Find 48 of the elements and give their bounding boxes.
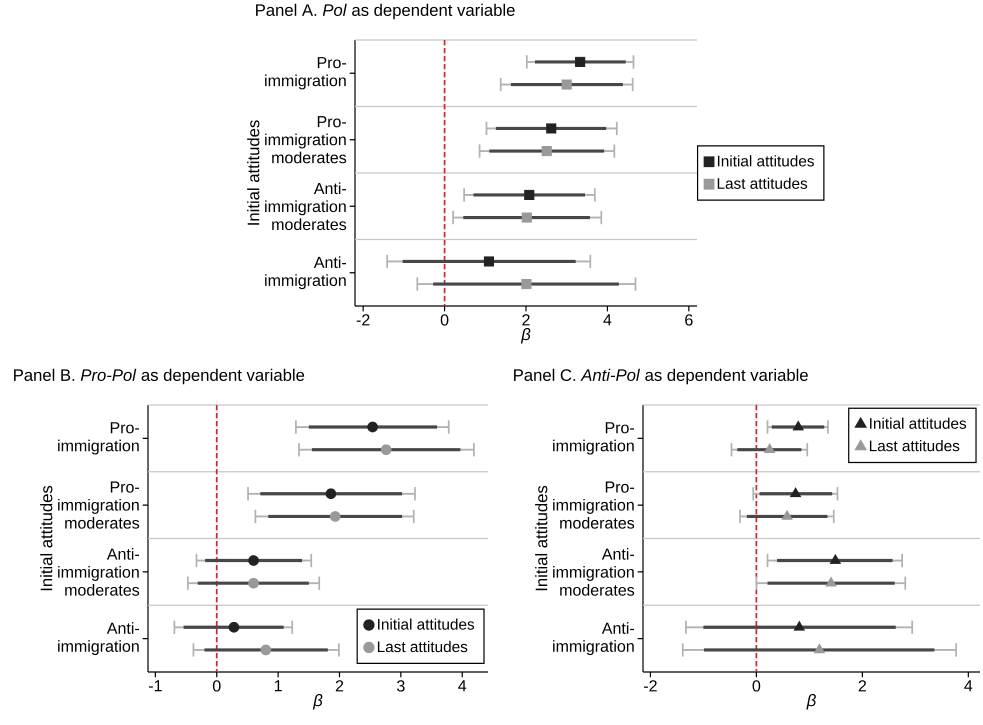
- bar: [768, 582, 895, 585]
- legend-label: Initial attitudes: [378, 618, 474, 630]
- x-tick-label: -2: [644, 680, 657, 692]
- bar: [704, 648, 934, 652]
- bar: [260, 492, 402, 496]
- x-tick-label: 0: [440, 314, 448, 326]
- x-tick-label: -1: [148, 680, 162, 692]
- x-tick-label: 2: [858, 680, 866, 692]
- x-tick-label: 3: [397, 680, 405, 692]
- y-tick-label: Anti-immigration moderates: [553, 548, 634, 596]
- bar: [703, 626, 896, 629]
- x-tick-label: -2: [356, 314, 370, 326]
- legend-label: Initial attitudes: [718, 155, 814, 166]
- x-tick-label: 4: [964, 680, 972, 692]
- x-tick-label: 6: [685, 314, 693, 326]
- legend-label: Last attitudes: [378, 640, 468, 652]
- bar: [198, 582, 309, 585]
- y-axis-title: Initial attitudes: [535, 486, 548, 590]
- y-tick-label: Anti-immigration moderates: [265, 182, 346, 230]
- y-tick-label: Pro-immigration: [553, 422, 634, 455]
- chart-title: Panel B. Pro-Pol as dependent variable: [14, 368, 304, 384]
- y-tick-label: Pro-immigration moderates: [58, 482, 140, 529]
- x-tick-label: 4: [603, 314, 612, 326]
- legend-label: Last attitudes: [870, 440, 960, 452]
- chart-title: Panel A. Pol as dependent variable: [256, 4, 515, 20]
- y-tick-label: Pro-immigration: [58, 422, 140, 455]
- x-tick-label: 0: [752, 680, 760, 692]
- y-tick-label: Anti-immigration: [553, 622, 634, 656]
- y-tick-label: Pro-immigration moderates: [265, 116, 346, 164]
- y-axis-title: Initial attitudes: [247, 120, 260, 225]
- x-tick-label: 1: [274, 680, 282, 692]
- y-axis-title: Initial attitudes: [40, 486, 52, 590]
- x-axis-title: β: [312, 694, 322, 710]
- x-axis-title: β: [806, 694, 816, 710]
- y-tick-label: Pro-immigration moderates: [553, 482, 634, 529]
- x-axis-title: β: [520, 328, 530, 344]
- legend-label: Last attitudes: [718, 178, 808, 189]
- x-tick-label: 2: [522, 314, 530, 326]
- y-tick-label: Pro-immigration: [265, 57, 346, 90]
- x-tick-label: 2: [336, 680, 344, 692]
- chart-title: Panel C. Anti-Pol as dependent variable: [514, 368, 808, 384]
- x-tick-label: 0: [212, 680, 221, 692]
- y-tick-label: Anti-immigration: [58, 622, 140, 656]
- y-tick-label: Anti-immigration: [265, 256, 346, 290]
- x-tick-label: 4: [458, 680, 466, 692]
- y-tick-label: Anti-immigration moderates: [58, 548, 140, 596]
- bar: [312, 448, 460, 452]
- legend-label: Initial attitudes: [870, 418, 966, 429]
